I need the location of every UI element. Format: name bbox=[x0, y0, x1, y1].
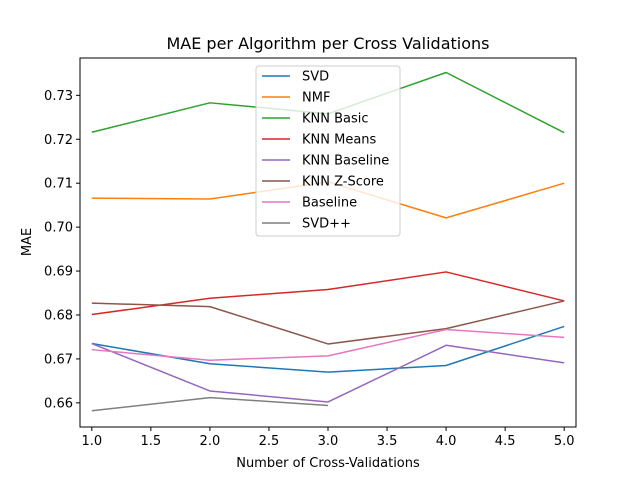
y-tick-label: 0.71 bbox=[44, 177, 73, 192]
y-tick-label: 0.73 bbox=[44, 89, 73, 104]
y-axis-label: MAE bbox=[20, 228, 35, 256]
y-tick-label: 0.72 bbox=[44, 133, 73, 148]
series-line-baseline bbox=[91, 328, 565, 361]
series-line-knn-baseline bbox=[91, 342, 565, 403]
series-line-knn-means bbox=[91, 271, 565, 316]
legend-box bbox=[255, 65, 401, 237]
x-tick-label: 1.0 bbox=[81, 434, 102, 449]
chart-title: MAE per Algorithm per Cross Validations bbox=[166, 34, 489, 53]
legend-label-knn-means: KNN Means bbox=[302, 133, 377, 148]
y-tick-label: 0.66 bbox=[44, 396, 73, 411]
legend-label-svd: SVD bbox=[302, 70, 329, 85]
x-tick-label: 3.0 bbox=[318, 434, 339, 449]
legend-label-baseline: Baseline bbox=[302, 196, 357, 211]
x-axis-label: Number of Cross-Validations bbox=[236, 456, 420, 471]
legend-label-nmf: NMF bbox=[302, 91, 330, 106]
series-line-knn-z-score bbox=[91, 300, 565, 345]
legend: SVD NMF KNN Basic KNN Means KNN Baseline KNN … bbox=[255, 65, 401, 237]
x-tick-label: 5.0 bbox=[554, 434, 575, 449]
y-axis-ticks: 0.66 0.67 0.68 0.69 0.70 0.71 0.72 0.73 bbox=[44, 89, 80, 411]
series-line-svd bbox=[91, 396, 329, 412]
legend-items: SVD NMF KNN Basic KNN Means KNN Baseline KNN … bbox=[262, 70, 389, 232]
x-axis-ticks: 1.0 1.5 2.0 2.5 3.0 3.5 4.0 4.5 5.0 bbox=[81, 427, 575, 449]
y-tick-label: 0.68 bbox=[44, 308, 73, 323]
x-tick-label: 2.0 bbox=[200, 434, 221, 449]
x-tick-label: 4.0 bbox=[436, 434, 457, 449]
x-tick-label: 2.5 bbox=[259, 434, 280, 449]
legend-label-svd: SVD++ bbox=[302, 217, 351, 232]
y-tick-label: 0.70 bbox=[44, 221, 73, 236]
y-tick-label: 0.69 bbox=[44, 265, 73, 280]
legend-label-knn-baseline: KNN Baseline bbox=[302, 154, 389, 169]
x-tick-label: 3.5 bbox=[377, 434, 398, 449]
y-tick-label: 0.67 bbox=[44, 352, 73, 367]
legend-label-knn-z-score: KNN Z-Score bbox=[302, 175, 384, 190]
x-tick-label: 1.5 bbox=[141, 434, 162, 449]
x-tick-label: 4.5 bbox=[495, 434, 516, 449]
legend-label-knn-basic: KNN Basic bbox=[302, 112, 369, 127]
